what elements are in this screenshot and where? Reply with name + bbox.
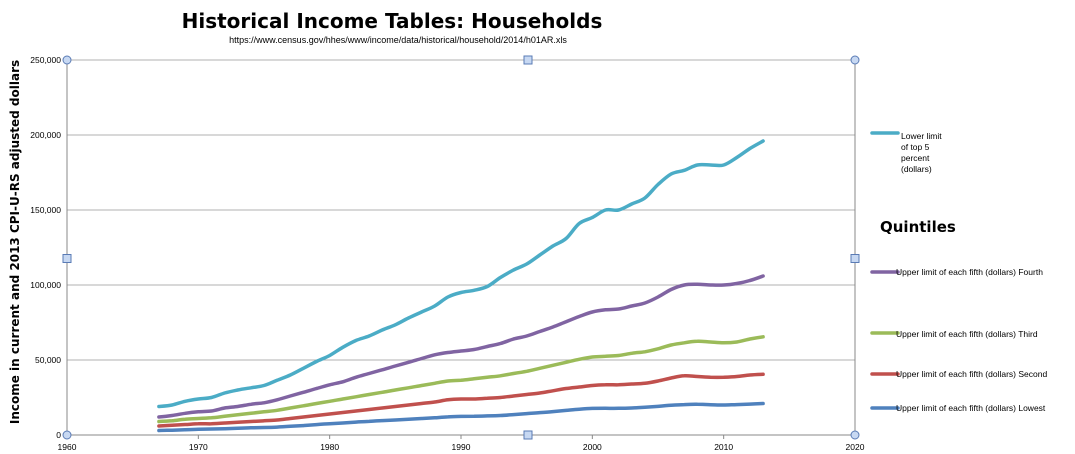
series-line-0 — [157, 139, 765, 409]
edge-resize-handle[interactable] — [523, 55, 533, 65]
series-line-4 — [157, 401, 765, 433]
chart-title: Historical Income Tables: Households — [182, 9, 603, 33]
legend-label: (dollars) — [901, 164, 932, 174]
legend-label: Lower limit — [901, 131, 942, 141]
legend-label: percent — [901, 153, 930, 163]
series-line-2 — [157, 335, 765, 424]
series-line-1 — [157, 274, 765, 419]
x-tick-label: 2000 — [583, 442, 602, 452]
legend-label: of top 5 — [901, 142, 930, 152]
legend-label: Upper limit of each fifth (dollars) Thir… — [896, 329, 1038, 339]
x-tick-label: 1970 — [189, 442, 208, 452]
legend-label: Upper limit of each fifth (dollars) Seco… — [896, 369, 1047, 379]
y-tick-label: 250,000 — [30, 55, 61, 65]
series-line-3 — [157, 372, 765, 428]
y-tick-label: 50,000 — [35, 355, 61, 365]
y-axis-label: Income in current and 2013 CPI-U-RS adju… — [8, 60, 22, 424]
x-tick-label: 2020 — [846, 442, 865, 452]
x-tick-label: 1960 — [58, 442, 77, 452]
x-tick-label: 1990 — [452, 442, 471, 452]
y-tick-label: 100,000 — [30, 280, 61, 290]
y-tick-label: 0 — [56, 430, 61, 440]
y-tick-label: 150,000 — [30, 205, 61, 215]
y-tick-labels: 0 50,000 100,000 150,000 200,000 250,000 — [30, 55, 61, 440]
edge-resize-handle[interactable] — [850, 254, 860, 263]
corner-resize-handle[interactable] — [850, 430, 860, 440]
y-tick-label: 200,000 — [30, 130, 61, 140]
series-lines — [157, 139, 765, 433]
legend-heading: Quintiles — [880, 218, 956, 236]
legend-label: Upper limit of each fifth (dollars) Lowe… — [896, 403, 1046, 413]
edge-resize-handle[interactable] — [62, 254, 72, 263]
corner-resize-handle[interactable] — [62, 55, 72, 65]
grid — [67, 59, 855, 361]
x-tick-label: 1980 — [320, 442, 339, 452]
x-tick-label: 2010 — [714, 442, 733, 452]
edge-resize-handle[interactable] — [523, 430, 533, 440]
corner-resize-handle[interactable] — [850, 55, 860, 65]
legend-label: Upper limit of each fifth (dollars) Four… — [896, 267, 1043, 277]
selection-handles[interactable] — [62, 55, 860, 440]
corner-resize-handle[interactable] — [62, 430, 72, 440]
axes — [66, 60, 856, 439]
chart-subtitle: https://www.census.gov/hhes/www/income/d… — [229, 35, 567, 45]
x-tick-labels: 1960 1970 1980 1990 2000 2010 2020 — [58, 442, 865, 452]
